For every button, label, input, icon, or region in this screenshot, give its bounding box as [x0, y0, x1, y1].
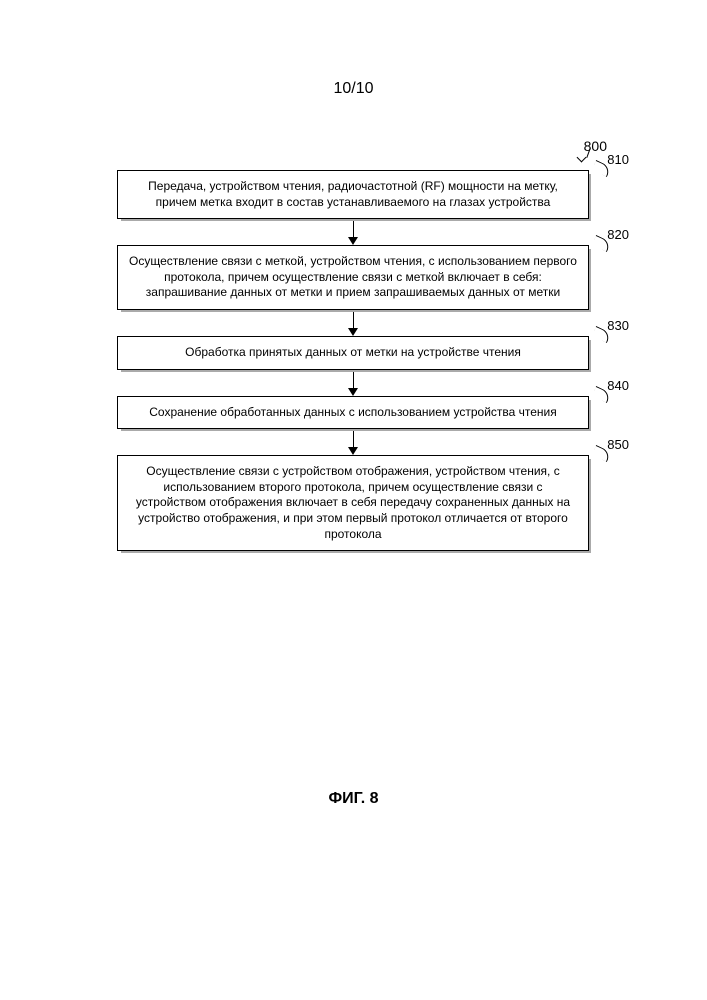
flow-arrow-line: [353, 429, 354, 447]
flowchart: 810 Передача, устройством чтения, радиоч…: [117, 170, 589, 551]
flow-box-840: Сохранение обработанных данных с использ…: [117, 396, 589, 430]
flow-node: 850 Осуществление связи с устройством от…: [117, 455, 589, 551]
flow-arrow-tip: [348, 388, 358, 396]
figure-caption: ФИГ. 8: [328, 790, 378, 808]
flow-box-820: Осуществление связи с меткой, устройство…: [117, 245, 589, 310]
flow-node: 810 Передача, устройством чтения, радиоч…: [117, 170, 589, 219]
node-ref-840: 840: [607, 378, 629, 393]
flow-box-810: Передача, устройством чтения, радиочасто…: [117, 170, 589, 219]
diagram-ref-arrow: [577, 153, 587, 163]
flow-box-850: Осуществление связи с устройством отобра…: [117, 455, 589, 551]
flow-box-830: Обработка принятых данных от метки на ус…: [117, 336, 589, 370]
flow-node: 840 Сохранение обработанных данных с исп…: [117, 396, 589, 430]
flow-node: 820 Осуществление связи с меткой, устрой…: [117, 245, 589, 310]
flow-arrow-line: [353, 219, 354, 237]
flow-node: 830 Обработка принятых данных от метки н…: [117, 336, 589, 370]
node-ref-810: 810: [607, 152, 629, 167]
flow-arrow-line: [353, 370, 354, 388]
flow-arrow-line: [353, 310, 354, 328]
node-ref-850: 850: [607, 437, 629, 452]
flow-arrow-tip: [348, 237, 358, 245]
flow-arrow-tip: [348, 328, 358, 336]
node-ref-830: 830: [607, 318, 629, 333]
flow-arrow-tip: [348, 447, 358, 455]
node-ref-820: 820: [607, 227, 629, 242]
page-number: 10/10: [333, 80, 373, 98]
